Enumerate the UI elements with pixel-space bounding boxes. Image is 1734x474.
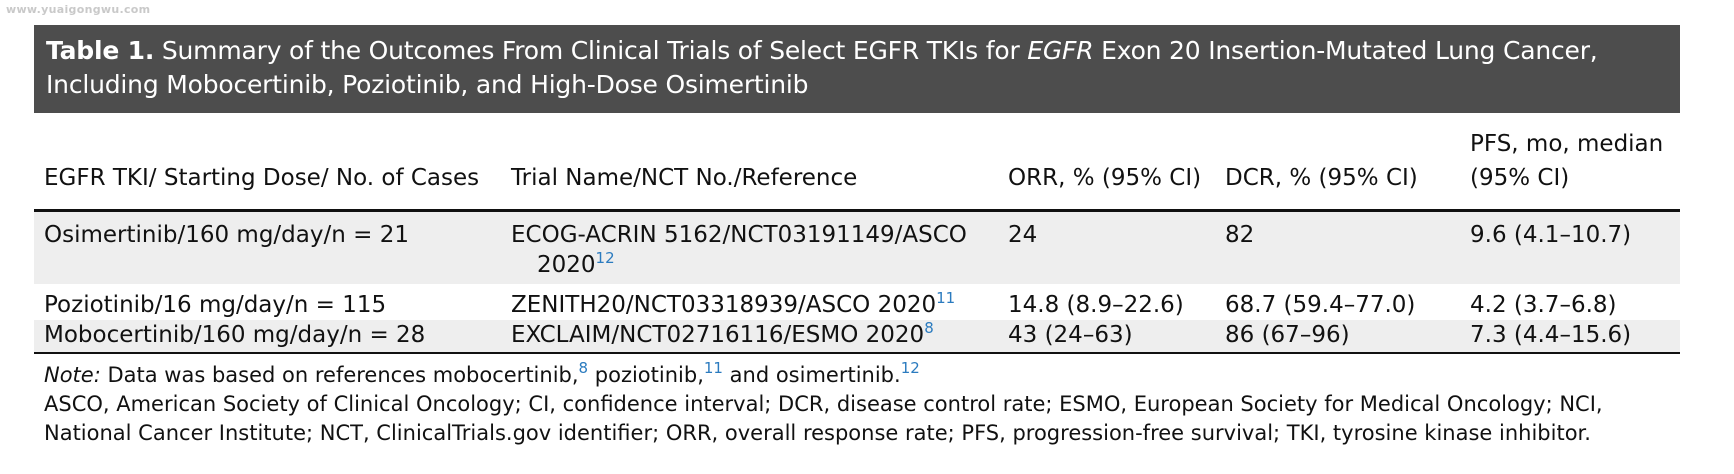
cell-trial: EXCLAIM/NCT02716116/ESMO 20208 xyxy=(501,319,998,354)
trial-text: EXCLAIM/NCT02716116/ESMO 2020 xyxy=(511,322,925,348)
table-row: Poziotinib/16 mg/day/n = 115 ZENITH20/NC… xyxy=(34,284,1680,320)
watermark: www.yuaigongwu.com xyxy=(6,3,151,16)
table-title: Table 1. Summary of the Outcomes From Cl… xyxy=(34,25,1680,113)
reference-link[interactable]: 12 xyxy=(900,359,920,377)
table-label: Table 1. xyxy=(46,36,155,65)
cell-pfs: 4.2 (3.7–6.8) xyxy=(1460,284,1680,320)
note-text: Data was based on references mobocertini… xyxy=(100,363,579,387)
header-orr: ORR, % (95% CI) xyxy=(998,113,1215,212)
cell-orr: 43 (24–63) xyxy=(998,320,1215,354)
cell-tki: Mobocertinib/160 mg/day/n = 28 xyxy=(34,320,501,354)
table-container: Table 1. Summary of the Outcomes From Cl… xyxy=(34,25,1680,448)
title-text-after: Exon 20 Insertion-Mutated Lung Cancer, I… xyxy=(46,36,1598,99)
note-text: poziotinib, xyxy=(588,363,704,387)
cell-tki: Poziotinib/16 mg/day/n = 115 xyxy=(34,284,501,320)
cell-trial: ECOG-ACRIN 5162/NCT03191149/ASCO 202012 xyxy=(501,210,998,284)
cell-dcr: 86 (67–96) xyxy=(1215,320,1460,354)
note-label: Note: xyxy=(44,363,101,387)
header-trial: Trial Name/NCT No./Reference xyxy=(501,113,998,212)
outcomes-table: EGFR TKI/ Starting Dose/ No. of Cases Tr… xyxy=(34,113,1680,354)
reference-link[interactable]: 12 xyxy=(595,249,615,267)
cell-orr: 14.8 (8.9–22.6) xyxy=(998,284,1215,320)
header-pfs: PFS, mo, median (95% CI) xyxy=(1460,113,1680,212)
cell-dcr: 82 xyxy=(1215,210,1460,284)
trial-text: ZENITH20/NCT03318939/ASCO 2020 xyxy=(511,292,937,318)
footnote-note: Note: Data was based on references moboc… xyxy=(44,361,1680,390)
trial-text-cont: 202012 xyxy=(537,249,615,279)
title-text-before: Summary of the Outcomes From Clinical Tr… xyxy=(154,36,1028,65)
table-row: Osimertinib/160 mg/day/n = 21 ECOG-ACRIN… xyxy=(34,210,1680,284)
reference-link[interactable]: 8 xyxy=(924,319,934,337)
cell-tki: Osimertinib/160 mg/day/n = 21 xyxy=(34,210,501,284)
table-row: Mobocertinib/160 mg/day/n = 28 EXCLAIM/N… xyxy=(34,319,1680,354)
reference-link[interactable]: 11 xyxy=(703,359,723,377)
table-footnote: Note: Data was based on references moboc… xyxy=(34,354,1680,448)
cell-trial: ZENITH20/NCT03318939/ASCO 202011 xyxy=(501,284,998,320)
reference-link[interactable]: 8 xyxy=(578,359,589,377)
title-text-italic: EGFR xyxy=(1027,36,1094,65)
cell-orr: 24 xyxy=(998,210,1215,284)
trial-text: ECOG-ACRIN 5162/NCT03191149/ASCO xyxy=(511,222,967,248)
cell-pfs: 9.6 (4.1–10.7) xyxy=(1460,210,1680,284)
header-tki: EGFR TKI/ Starting Dose/ No. of Cases xyxy=(34,113,501,212)
note-text: and osimertinib. xyxy=(722,363,901,387)
reference-link[interactable]: 11 xyxy=(936,289,956,307)
cell-pfs: 7.3 (4.4–15.6) xyxy=(1460,320,1680,354)
cell-dcr: 68.7 (59.4–77.0) xyxy=(1215,284,1460,320)
header-row: EGFR TKI/ Starting Dose/ No. of Cases Tr… xyxy=(34,113,1680,212)
footnote-abbreviations: ASCO, American Society of Clinical Oncol… xyxy=(44,392,1603,445)
header-dcr: DCR, % (95% CI) xyxy=(1215,113,1460,212)
